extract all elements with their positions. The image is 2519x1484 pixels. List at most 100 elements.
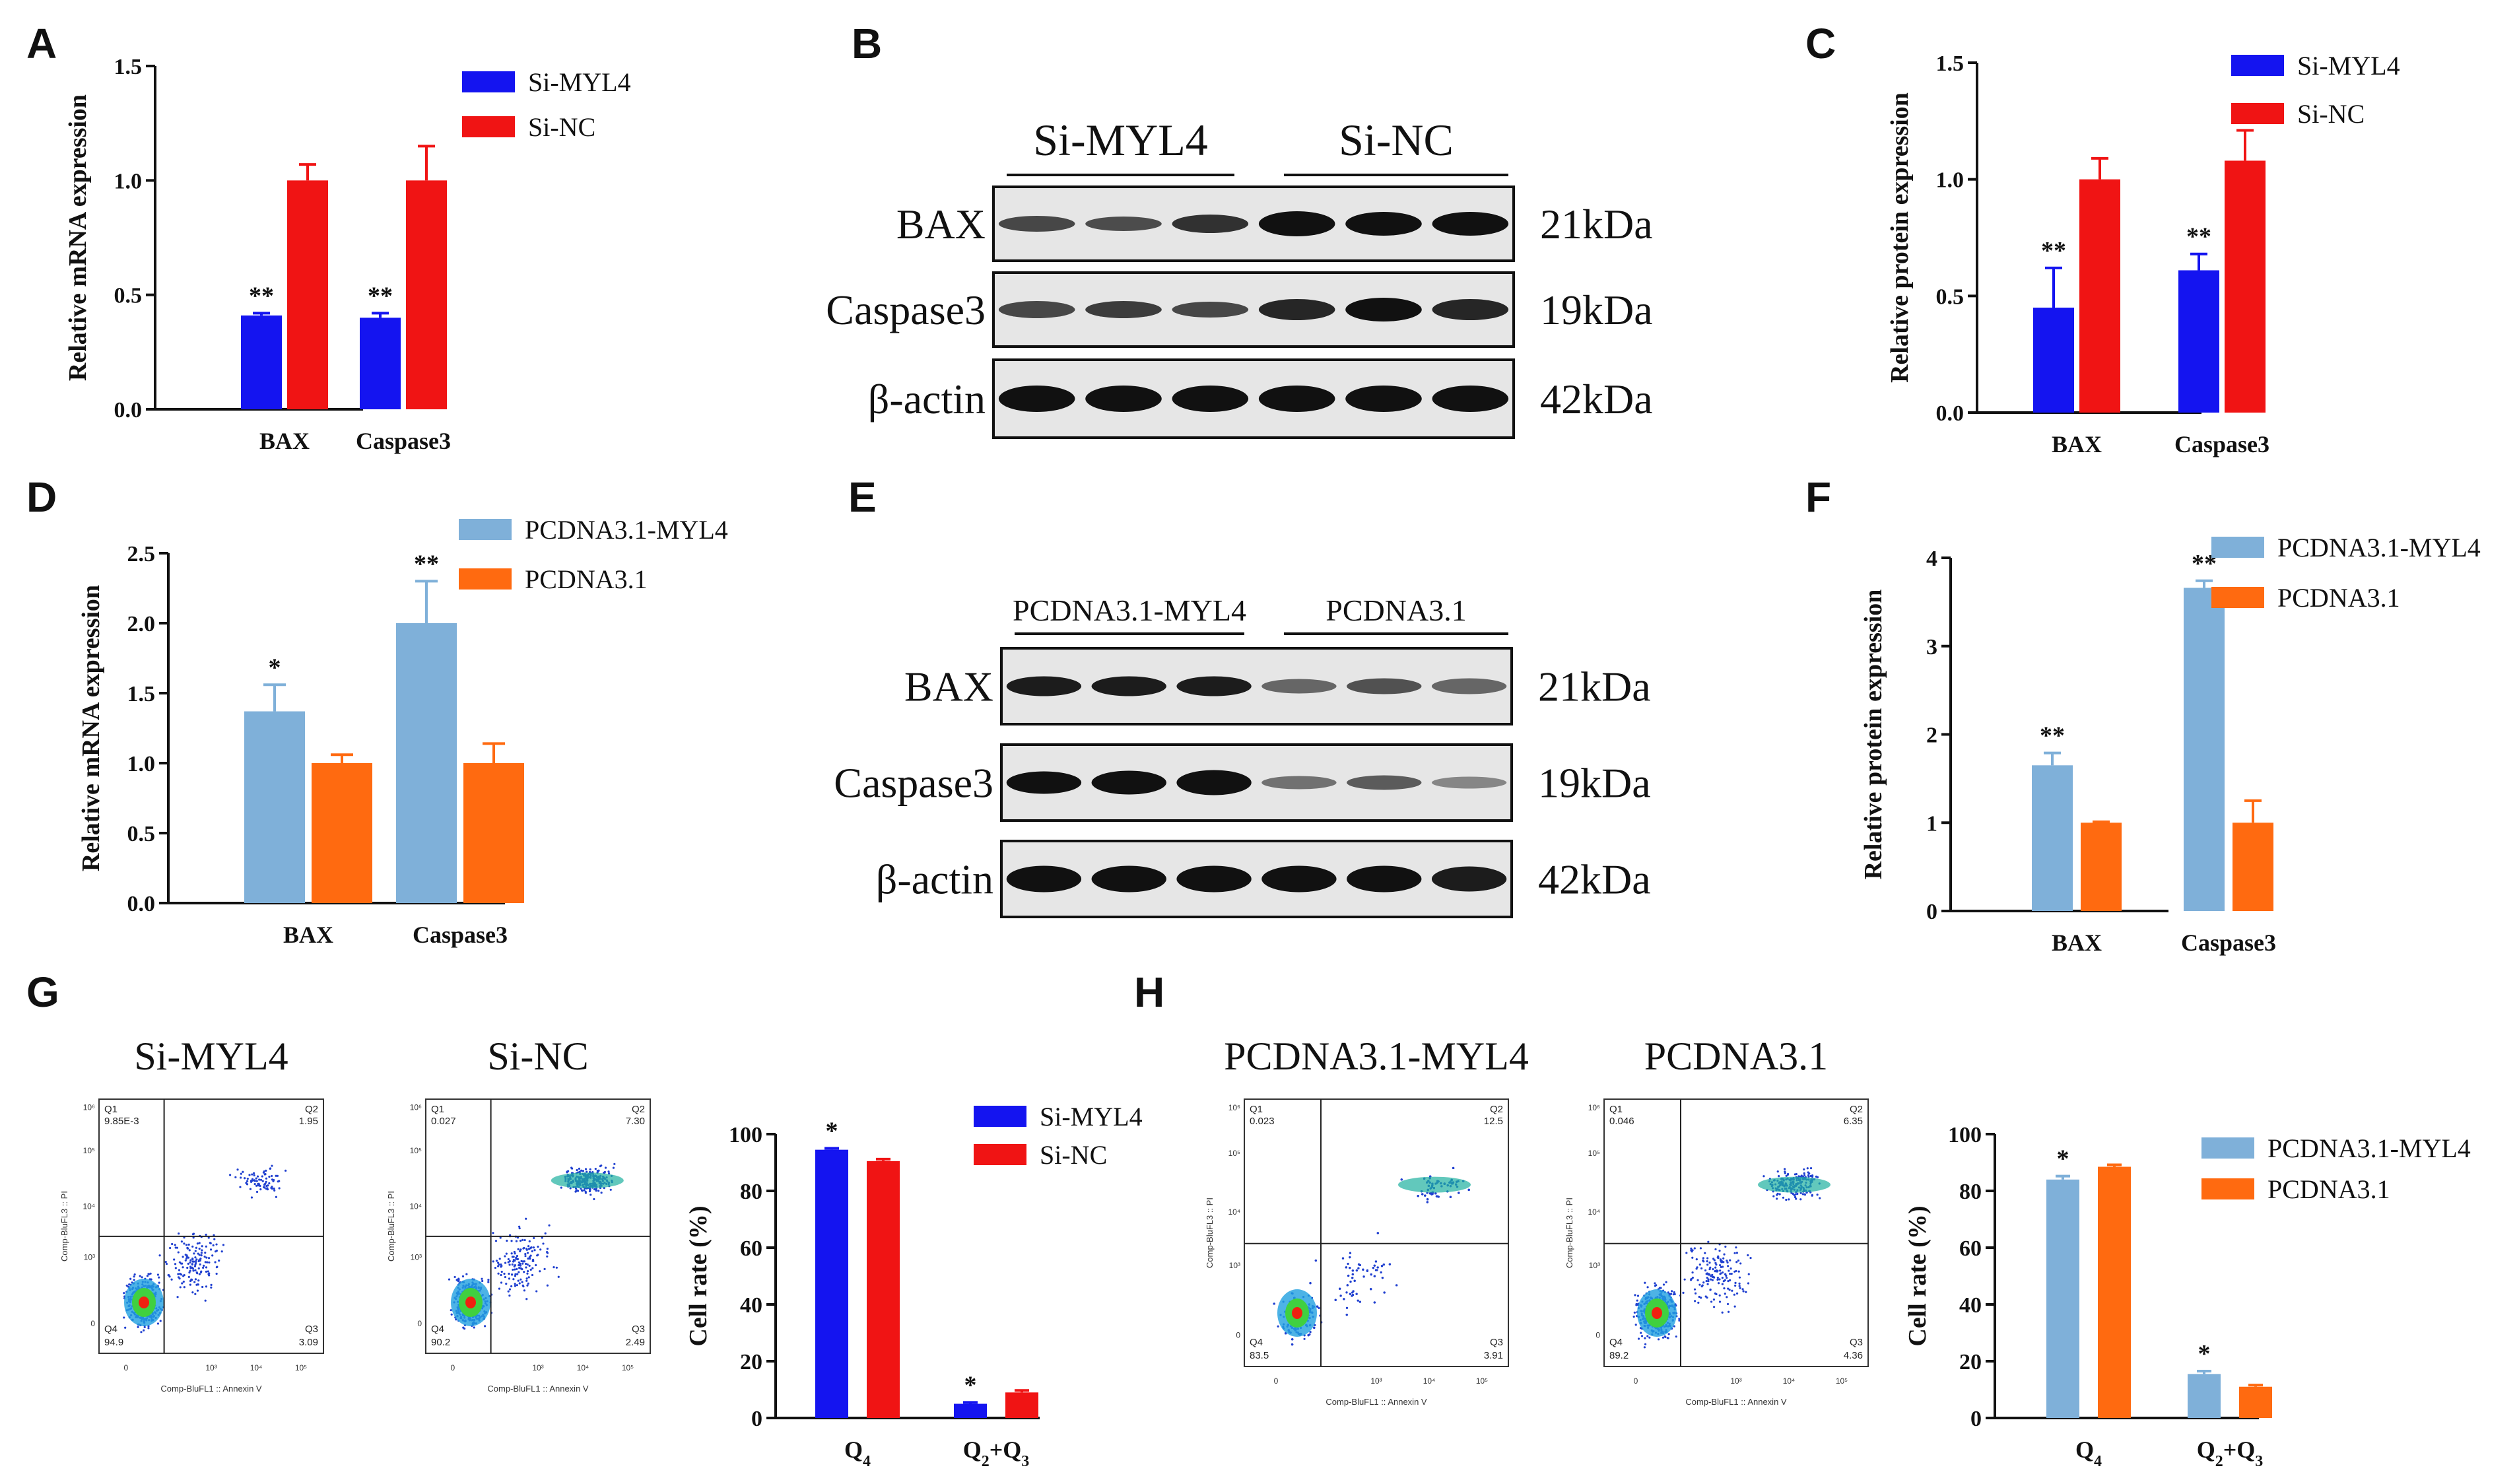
- flow-event: [1739, 1287, 1741, 1289]
- flow-event: [1343, 1298, 1345, 1300]
- bar-si-nc-bax: [2079, 179, 2120, 413]
- flow-event: [1808, 1172, 1811, 1175]
- flow-event: [186, 1266, 189, 1269]
- legend-label-pcdna3-1-myl4: PCDNA3.1-MYL4: [525, 515, 728, 545]
- flow-event: [192, 1269, 195, 1272]
- flow-event: [266, 1187, 269, 1190]
- flow-event: [532, 1246, 535, 1249]
- flow-event: [1735, 1246, 1737, 1249]
- flow-event: [546, 1251, 549, 1254]
- flow-event: [448, 1278, 451, 1281]
- y-tick-label: 60: [1959, 1236, 1982, 1261]
- flow-event: [1700, 1297, 1702, 1299]
- flow-event: [202, 1266, 205, 1269]
- y-tick: 10⁶: [1588, 1103, 1600, 1112]
- flow-event: [210, 1283, 213, 1286]
- flow-event: [1733, 1270, 1736, 1273]
- x-tick: 0: [450, 1363, 455, 1372]
- bar-pcdna3-1-myl4-q4: [2046, 1179, 2079, 1418]
- flow-event: [251, 1173, 253, 1176]
- flow-event: [1373, 1275, 1376, 1277]
- flow-event: [1648, 1336, 1651, 1339]
- flow-event: [1699, 1247, 1702, 1250]
- flow-event: [1737, 1270, 1740, 1273]
- legend-swatch-si-nc: [974, 1144, 1026, 1165]
- x-tick: 10⁴: [250, 1363, 263, 1372]
- flow-event: [1376, 1269, 1378, 1271]
- flow-event: [539, 1248, 542, 1251]
- flow-event: [212, 1244, 215, 1247]
- flow-event: [1383, 1291, 1386, 1294]
- q2-label: Q2: [1490, 1104, 1503, 1115]
- flow-event: [1735, 1252, 1738, 1254]
- flow-event: [1733, 1293, 1735, 1296]
- legend-swatch-pcdna3-1: [2211, 587, 2264, 608]
- y-tick: 10³: [1229, 1261, 1240, 1270]
- bar-chart-c: 0.0 0.5 1.0 1.5 Relative protein expression *…: [1886, 51, 2400, 457]
- flow-event: [147, 1273, 150, 1275]
- blot-strip-caspase3: [1000, 743, 1513, 822]
- x-tick: 10⁵: [1836, 1376, 1848, 1386]
- flow-event: [252, 1172, 255, 1174]
- y-tick-label: 20: [740, 1350, 762, 1374]
- flow-event: [604, 1166, 607, 1169]
- flow-event: [1747, 1254, 1749, 1257]
- bar-si-nc-q4: [867, 1161, 900, 1418]
- flow-event: [1710, 1300, 1713, 1303]
- flow-event: [263, 1170, 265, 1173]
- flow-event: [1702, 1281, 1705, 1284]
- flow-event: [1458, 1192, 1460, 1194]
- q3-value: 3.09: [299, 1337, 318, 1348]
- flow-event: [1690, 1277, 1693, 1281]
- flow-event: [195, 1260, 197, 1263]
- band: [1431, 776, 1507, 789]
- flow-event: [1675, 1335, 1677, 1338]
- flow-event: [191, 1258, 194, 1261]
- kda-label-actin: 42kDa: [1540, 376, 1653, 422]
- flow-event: [1667, 1291, 1669, 1294]
- bar-pcdna3-1-caspase3: [463, 763, 524, 903]
- y-tick: 0: [1595, 1330, 1600, 1339]
- q3-value: 2.49: [626, 1337, 645, 1348]
- flow-event: [205, 1245, 207, 1248]
- flow-title-pcdna3-1-myl4: PCDNA3.1-MYL4: [1224, 1034, 1529, 1078]
- flow-event: [1721, 1277, 1724, 1279]
- band: [1085, 301, 1162, 318]
- flow-event: [201, 1285, 204, 1289]
- flow-event: [504, 1275, 507, 1279]
- bar-chart-d: 0.0 0.5 1.0 1.5 2.0 2.5 Relative mRNA expressi…: [77, 515, 728, 948]
- q2-label: Q2: [632, 1104, 645, 1115]
- flow-event: [487, 1279, 490, 1281]
- panel-label-g: G: [26, 968, 59, 1016]
- legend-swatch-pcdna3-1-myl4: [459, 519, 512, 540]
- y-tick-label: 2.0: [127, 612, 156, 636]
- flow-event: [1697, 1301, 1700, 1304]
- flow-event: [1727, 1287, 1730, 1290]
- flow-event: [205, 1256, 208, 1259]
- flow-event: [511, 1263, 514, 1266]
- legend-label-si-nc: Si-NC: [1040, 1140, 1107, 1170]
- flow-event: [1712, 1268, 1714, 1271]
- flow-event: [523, 1289, 526, 1292]
- y-tick-label: 0.5: [1936, 285, 1965, 309]
- x-tick: 10³: [532, 1363, 543, 1372]
- flow-event: [521, 1238, 524, 1241]
- legend-label-pcdna3-1: PCDNA3.1: [2267, 1174, 2390, 1204]
- flow-plot-si-myl4: Si-MYL4 Q19.85E-3 Q21.95 Q3 3.09 Q4 94.9 0 10³ 10…: [59, 1034, 324, 1394]
- flow-event: [520, 1278, 522, 1281]
- flow-event: [267, 1184, 269, 1187]
- flow-event: [555, 1266, 558, 1269]
- flow-event: [583, 1189, 586, 1192]
- y-axis-title: Cell rate (%): [685, 1205, 712, 1346]
- band: [1432, 386, 1509, 412]
- flow-x-axis-title: Comp-BluFL1 :: Annexin V: [160, 1384, 262, 1394]
- significance-mark: *: [2198, 1340, 2211, 1368]
- flow-event: [613, 1163, 616, 1165]
- significance-mark: **: [249, 282, 274, 310]
- flow-event: [496, 1265, 500, 1267]
- flow-event: [1718, 1250, 1721, 1252]
- panel-label-b: B: [852, 20, 882, 67]
- flow-event: [589, 1194, 592, 1196]
- flow-event: [149, 1272, 152, 1275]
